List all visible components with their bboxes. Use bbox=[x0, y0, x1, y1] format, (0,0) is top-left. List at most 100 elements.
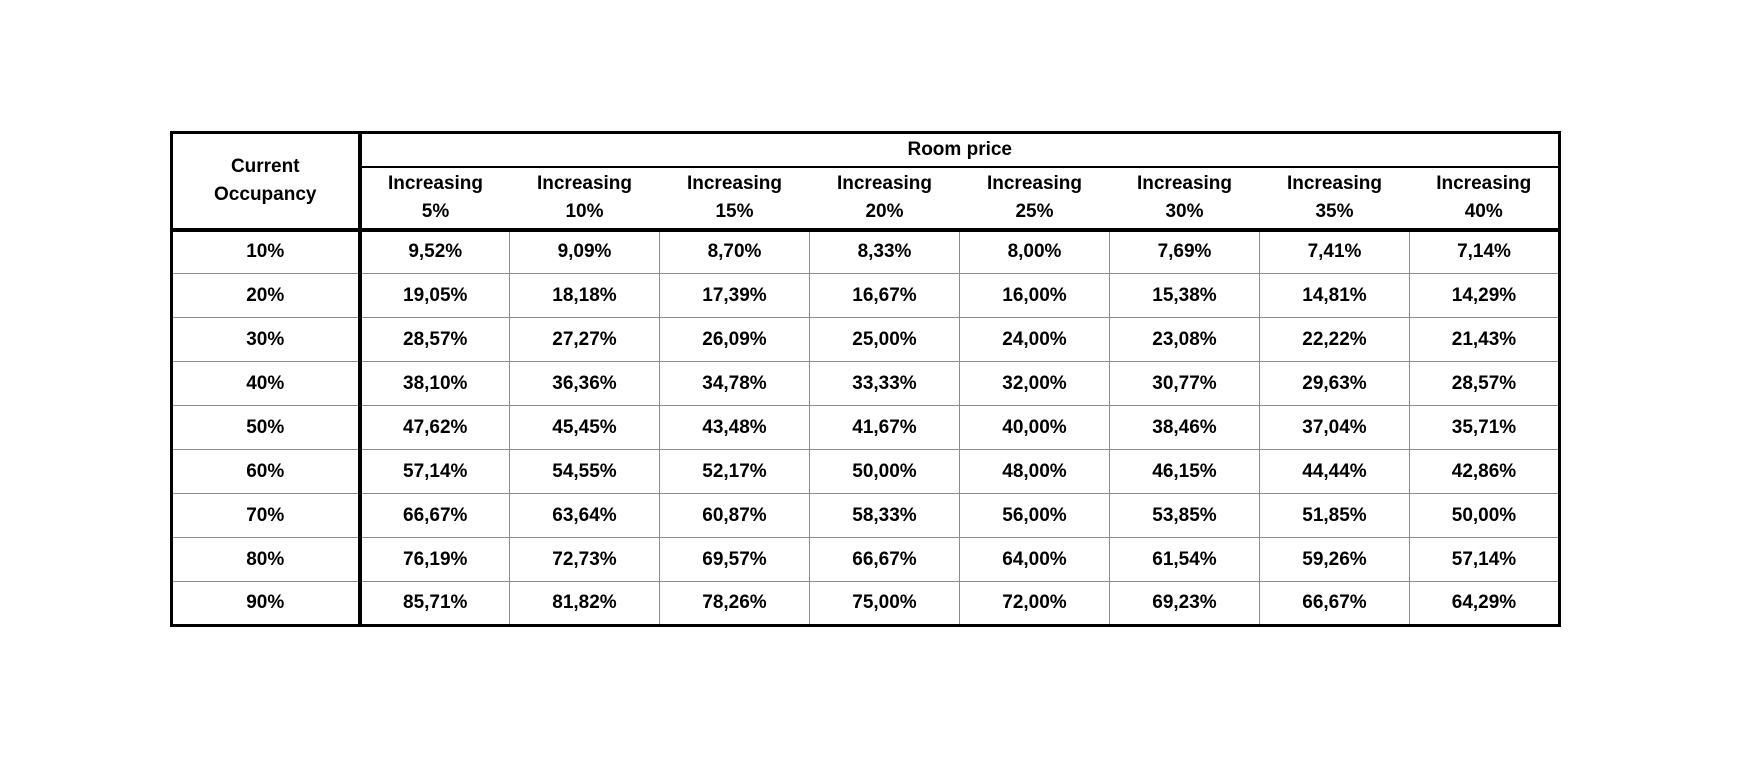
data-cell: 14,81% bbox=[1259, 273, 1410, 318]
row-header-occupancy: 30% bbox=[171, 317, 362, 362]
data-cell: 7,69% bbox=[1109, 229, 1260, 274]
data-cell: 42,86% bbox=[1409, 449, 1560, 494]
data-cell: 9,52% bbox=[359, 229, 510, 274]
data-cell: 57,14% bbox=[1409, 537, 1560, 582]
data-cell: 60,87% bbox=[659, 493, 810, 538]
data-cell: 32,00% bbox=[959, 361, 1110, 406]
data-cell: 8,33% bbox=[809, 229, 960, 274]
column-header-percentage: 5% bbox=[421, 200, 450, 222]
column-header-increasing-35: Increasing 35% bbox=[1259, 166, 1410, 232]
data-cell: 9,09% bbox=[509, 229, 660, 274]
data-cell: 85,71% bbox=[359, 581, 510, 626]
data-cell: 28,57% bbox=[359, 317, 510, 362]
table-row: 80% 76,19% 72,73% 69,57% 66,67% 64,00% 61,54% 5… bbox=[171, 537, 1560, 582]
data-cell: 29,63% bbox=[1259, 361, 1410, 406]
data-cell: 34,78% bbox=[659, 361, 810, 406]
data-cell: 81,82% bbox=[509, 581, 660, 626]
data-cell: 38,10% bbox=[359, 361, 510, 406]
data-cell: 8,00% bbox=[959, 229, 1110, 274]
data-cell: 17,39% bbox=[659, 273, 810, 318]
data-cell: 15,38% bbox=[1109, 273, 1260, 318]
column-header-label: Increasing bbox=[686, 172, 783, 194]
data-cell: 16,00% bbox=[959, 273, 1110, 318]
data-cell: 64,00% bbox=[959, 537, 1110, 582]
column-header-label: Increasing bbox=[387, 172, 484, 194]
table-row: 70% 66,67% 63,64% 60,87% 58,33% 56,00% 53,85% 5… bbox=[171, 493, 1560, 538]
column-header-label: Increasing bbox=[536, 172, 633, 194]
table-row: 50% 47,62% 45,45% 43,48% 41,67% 40,00% 38,46% 3… bbox=[171, 405, 1560, 450]
data-cell: 66,67% bbox=[809, 537, 960, 582]
data-cell: 25,00% bbox=[809, 317, 960, 362]
data-cell: 36,36% bbox=[509, 361, 660, 406]
row-header-occupancy: 70% bbox=[171, 493, 362, 538]
data-cell: 46,15% bbox=[1109, 449, 1260, 494]
data-cell: 54,55% bbox=[509, 449, 660, 494]
data-cell: 27,27% bbox=[509, 317, 660, 362]
data-cell: 35,71% bbox=[1409, 405, 1560, 450]
data-cell: 7,14% bbox=[1409, 229, 1560, 274]
column-header-increasing-10: Increasing 10% bbox=[509, 166, 660, 232]
row-axis-header-line2: Occupancy bbox=[214, 183, 317, 205]
data-cell: 58,33% bbox=[809, 493, 960, 538]
table-row: 30% 28,57% 27,27% 26,09% 25,00% 24,00% 23,08% 2… bbox=[171, 317, 1560, 362]
table-row: 10% 9,52% 9,09% 8,70% 8,33% 8,00% 7,69% 7,41% 7,… bbox=[171, 229, 1560, 274]
data-cell: 51,85% bbox=[1259, 493, 1410, 538]
data-cell: 69,57% bbox=[659, 537, 810, 582]
row-header-occupancy: 40% bbox=[171, 361, 362, 406]
data-cell: 18,18% bbox=[509, 273, 660, 318]
column-header-label: Increasing bbox=[1436, 172, 1532, 194]
column-header-increasing-20: Increasing 20% bbox=[809, 166, 960, 232]
data-cell: 37,04% bbox=[1259, 405, 1410, 450]
data-cell: 44,44% bbox=[1259, 449, 1410, 494]
data-cell: 66,67% bbox=[359, 493, 510, 538]
data-cell: 69,23% bbox=[1109, 581, 1260, 626]
data-cell: 75,00% bbox=[809, 581, 960, 626]
row-header-occupancy: 90% bbox=[171, 581, 362, 626]
data-cell: 61,54% bbox=[1109, 537, 1260, 582]
row-header-occupancy: 60% bbox=[171, 449, 362, 494]
data-cell: 28,57% bbox=[1409, 361, 1560, 406]
column-header-label: Increasing bbox=[1136, 172, 1233, 194]
data-cell: 14,29% bbox=[1409, 273, 1560, 318]
title-row: Current Occupancy Room price bbox=[171, 132, 1560, 232]
data-cell: 64,29% bbox=[1409, 581, 1560, 626]
data-cell: 19,05% bbox=[359, 273, 510, 318]
data-cell: 43,48% bbox=[659, 405, 810, 450]
data-cell: 23,08% bbox=[1109, 317, 1260, 362]
data-cell: 66,67% bbox=[1259, 581, 1410, 626]
column-header-increasing-25: Increasing 25% bbox=[959, 166, 1110, 232]
column-header-percentage: 35% bbox=[1315, 200, 1354, 222]
column-header-increasing-5: Increasing 5% bbox=[359, 166, 510, 232]
data-cell: 56,00% bbox=[959, 493, 1110, 538]
column-header-percentage: 25% bbox=[1015, 200, 1054, 222]
table-body: 10% 9,52% 9,09% 8,70% 8,33% 8,00% 7,69% 7,41% 7,… bbox=[171, 229, 1560, 626]
data-cell: 21,43% bbox=[1409, 317, 1560, 362]
data-cell: 8,70% bbox=[659, 229, 810, 274]
row-header-occupancy: 50% bbox=[171, 405, 362, 450]
data-cell: 76,19% bbox=[359, 537, 510, 582]
data-cell: 16,67% bbox=[809, 273, 960, 318]
occupancy-room-price-table: Current Occupancy Room price Increasing 5… bbox=[170, 131, 1561, 627]
data-cell: 26,09% bbox=[659, 317, 810, 362]
column-header-increasing-40: Increasing 40% bbox=[1409, 166, 1560, 232]
row-axis-header-line1: Current bbox=[230, 155, 300, 177]
row-axis-header-current-occupancy: Current Occupancy bbox=[171, 132, 362, 232]
row-header-occupancy: 20% bbox=[171, 273, 362, 318]
data-cell: 40,00% bbox=[959, 405, 1110, 450]
data-cell: 63,64% bbox=[509, 493, 660, 538]
column-header-percentage: 10% bbox=[565, 200, 604, 222]
data-cell: 47,62% bbox=[359, 405, 510, 450]
data-cell: 41,67% bbox=[809, 405, 960, 450]
table-row: 40% 38,10% 36,36% 34,78% 33,33% 32,00% 30,77% 2… bbox=[171, 361, 1560, 406]
data-cell: 38,46% bbox=[1109, 405, 1260, 450]
column-header-percentage: 20% bbox=[865, 200, 904, 222]
column-header-percentage: 15% bbox=[715, 200, 754, 222]
data-cell: 30,77% bbox=[1109, 361, 1260, 406]
data-cell: 33,33% bbox=[809, 361, 960, 406]
data-cell: 45,45% bbox=[509, 405, 660, 450]
data-cell: 78,26% bbox=[659, 581, 810, 626]
data-cell: 7,41% bbox=[1259, 229, 1410, 274]
data-cell: 50,00% bbox=[809, 449, 960, 494]
column-header-label: Increasing bbox=[836, 172, 933, 194]
